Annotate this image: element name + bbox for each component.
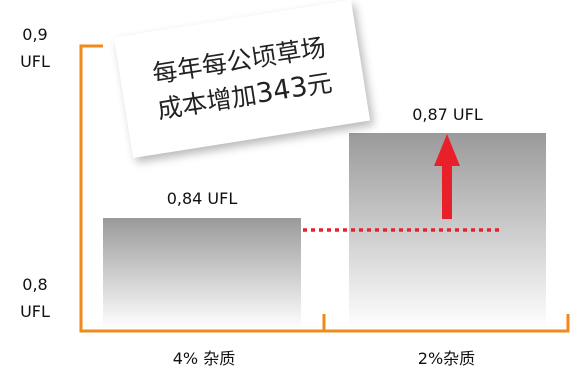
y-tick-label-value-1: 0,9	[22, 25, 47, 44]
data-label-2: 0,87 UFL	[412, 105, 483, 124]
y-tick-label-unit-2: UFL	[20, 302, 50, 321]
x-category-label-1: 4% 杂质	[173, 349, 235, 368]
note-line-2-suffix: 元	[304, 68, 335, 101]
cost-value: 343	[253, 71, 310, 110]
data-label-1: 0,84 UFL	[167, 189, 238, 208]
y-tick-label-unit-1: UFL	[20, 52, 50, 71]
y-tick-label-value-2: 0,8	[22, 275, 47, 294]
bar-1	[103, 218, 301, 329]
increase-arrow-head	[434, 134, 460, 166]
x-category-label-2: 2%杂质	[418, 349, 475, 368]
increase-arrow-shaft	[442, 162, 452, 219]
chart-axis	[79, 44, 570, 333]
